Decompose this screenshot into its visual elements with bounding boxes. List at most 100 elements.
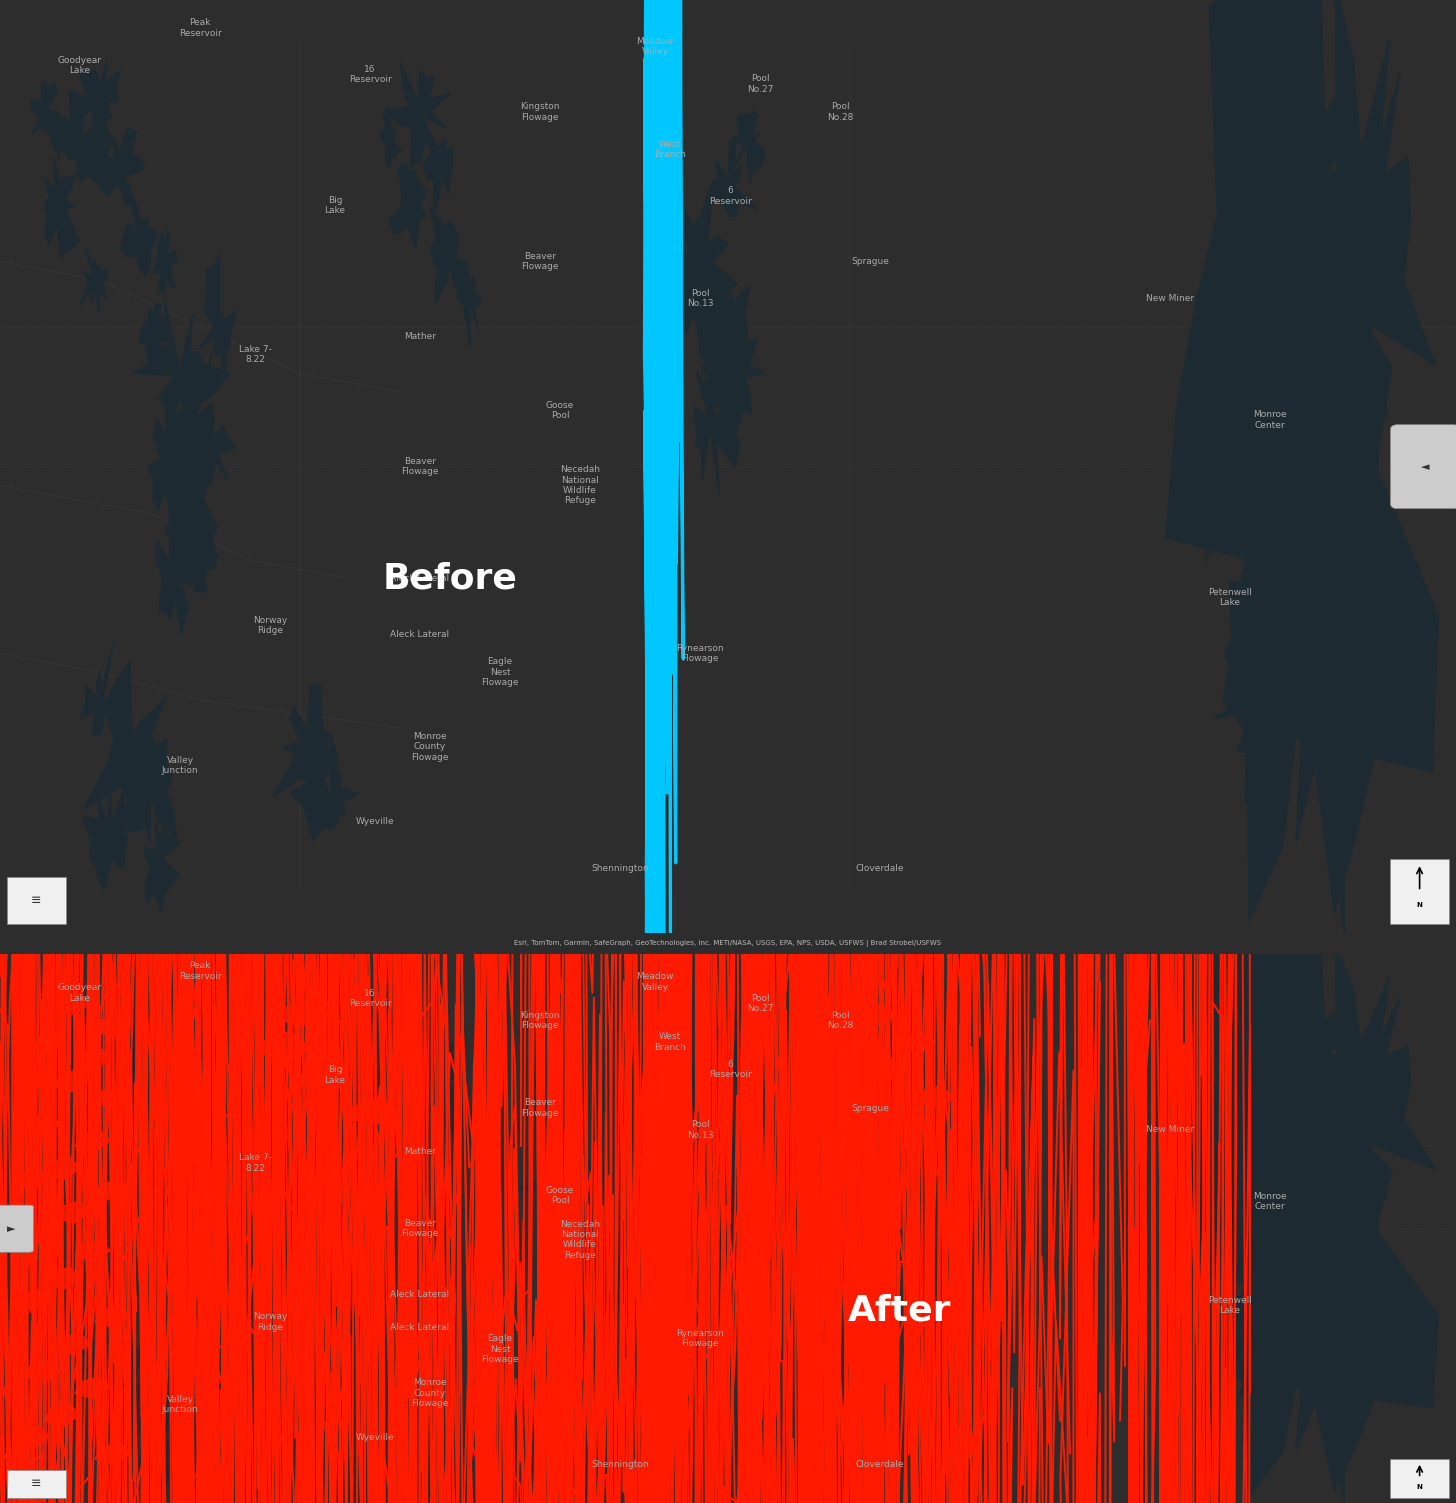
Text: Big
Lake: Big Lake bbox=[325, 195, 345, 215]
Polygon shape bbox=[1280, 0, 1436, 646]
Text: Kingston
Flowage: Kingston Flowage bbox=[520, 102, 559, 122]
Polygon shape bbox=[255, 1031, 310, 1058]
Polygon shape bbox=[95, 1306, 130, 1327]
Text: Mather: Mather bbox=[403, 332, 435, 341]
Polygon shape bbox=[147, 418, 191, 528]
Text: Kingston
Flowage: Kingston Flowage bbox=[520, 1010, 559, 1030]
Polygon shape bbox=[52, 92, 114, 189]
Polygon shape bbox=[122, 1387, 173, 1464]
Polygon shape bbox=[76, 1130, 111, 1151]
Text: Big
Lake: Big Lake bbox=[325, 1066, 345, 1085]
Polygon shape bbox=[73, 59, 121, 128]
Text: Pool
No.27: Pool No.27 bbox=[747, 993, 773, 1013]
Text: 16
Reservoir: 16 Reservoir bbox=[348, 989, 392, 1009]
Text: ◄: ◄ bbox=[1421, 461, 1430, 472]
Text: Beaver
Flowage: Beaver Flowage bbox=[402, 457, 438, 476]
Polygon shape bbox=[73, 1345, 175, 1432]
Text: West
Branch: West Branch bbox=[654, 140, 686, 159]
FancyBboxPatch shape bbox=[1390, 858, 1449, 924]
Text: Lake 7-
8.22: Lake 7- 8.22 bbox=[239, 346, 271, 364]
Polygon shape bbox=[711, 1124, 764, 1216]
Polygon shape bbox=[380, 108, 402, 167]
Text: Esri, TomTom, Garmin, SafeGraph, GeoTechnologies, Inc. METi/NASA, USGS, EPA, NPS: Esri, TomTom, Garmin, SafeGraph, GeoTech… bbox=[514, 941, 942, 947]
Text: Goodyear
Lake: Goodyear Lake bbox=[58, 56, 102, 75]
Polygon shape bbox=[729, 1016, 763, 1058]
Polygon shape bbox=[687, 1103, 761, 1181]
Polygon shape bbox=[57, 1007, 114, 1069]
Text: Wyeville: Wyeville bbox=[355, 816, 395, 825]
Polygon shape bbox=[275, 998, 331, 1025]
Polygon shape bbox=[296, 1064, 349, 1091]
Polygon shape bbox=[172, 490, 217, 586]
Polygon shape bbox=[914, 1087, 955, 1108]
Text: N: N bbox=[1417, 1483, 1423, 1489]
Polygon shape bbox=[159, 1162, 220, 1244]
Text: Monroe
County
Flowage: Monroe County Flowage bbox=[411, 732, 448, 762]
Polygon shape bbox=[687, 1150, 735, 1252]
Polygon shape bbox=[424, 122, 453, 213]
Polygon shape bbox=[71, 987, 122, 1027]
Polygon shape bbox=[265, 1359, 345, 1422]
Text: Wyeville: Wyeville bbox=[355, 1432, 395, 1441]
Polygon shape bbox=[695, 329, 740, 494]
Text: Peak
Reservoir: Peak Reservoir bbox=[179, 960, 221, 980]
Polygon shape bbox=[35, 1031, 66, 1054]
Text: West
Branch: West Branch bbox=[654, 1033, 686, 1052]
Polygon shape bbox=[1219, 921, 1354, 1172]
Polygon shape bbox=[80, 643, 118, 736]
Polygon shape bbox=[671, 281, 750, 376]
Text: Valley
Junction: Valley Junction bbox=[162, 1395, 198, 1414]
Polygon shape bbox=[430, 207, 469, 304]
Polygon shape bbox=[55, 1070, 87, 1091]
Polygon shape bbox=[575, 1213, 629, 1300]
Polygon shape bbox=[345, 1097, 400, 1124]
Text: Aleck Lateral: Aleck Lateral bbox=[390, 574, 450, 583]
FancyBboxPatch shape bbox=[7, 1470, 66, 1497]
Polygon shape bbox=[515, 1118, 607, 1217]
Polygon shape bbox=[87, 128, 146, 206]
Polygon shape bbox=[76, 1048, 111, 1070]
Polygon shape bbox=[119, 201, 159, 275]
Polygon shape bbox=[185, 1196, 236, 1247]
Polygon shape bbox=[157, 1205, 223, 1308]
Polygon shape bbox=[41, 1045, 80, 1112]
Text: Necedah
National
Wildlife
Refuge: Necedah National Wildlife Refuge bbox=[561, 1219, 600, 1260]
Polygon shape bbox=[191, 413, 236, 499]
Polygon shape bbox=[15, 1168, 48, 1190]
Text: Monroe
County
Flowage: Monroe County Flowage bbox=[411, 1378, 448, 1408]
Polygon shape bbox=[1166, 756, 1439, 1495]
Polygon shape bbox=[1219, 0, 1354, 370]
Polygon shape bbox=[55, 993, 90, 1015]
Text: Beaver
Flowage: Beaver Flowage bbox=[402, 1219, 438, 1238]
Text: Lake 7-
8.22: Lake 7- 8.22 bbox=[239, 1153, 271, 1172]
Polygon shape bbox=[895, 1031, 935, 1054]
Polygon shape bbox=[76, 1377, 111, 1399]
Polygon shape bbox=[1214, 576, 1297, 804]
Text: Aleck Lateral: Aleck Lateral bbox=[390, 1323, 450, 1332]
Polygon shape bbox=[95, 1180, 130, 1201]
Polygon shape bbox=[298, 1387, 358, 1441]
Text: Pool
No.27: Pool No.27 bbox=[747, 74, 773, 93]
Text: Meadow
Valley: Meadow Valley bbox=[636, 38, 674, 57]
Polygon shape bbox=[15, 1426, 50, 1449]
Polygon shape bbox=[390, 162, 427, 248]
Text: 16
Reservoir: 16 Reservoir bbox=[348, 65, 392, 84]
Text: Pool
No.28: Pool No.28 bbox=[827, 1010, 853, 1030]
Polygon shape bbox=[201, 1105, 237, 1178]
Polygon shape bbox=[156, 532, 202, 633]
Polygon shape bbox=[144, 819, 181, 912]
Polygon shape bbox=[82, 1338, 118, 1387]
Polygon shape bbox=[25, 1360, 60, 1383]
Polygon shape bbox=[149, 1195, 202, 1269]
Polygon shape bbox=[176, 1240, 218, 1305]
Polygon shape bbox=[291, 733, 358, 840]
Polygon shape bbox=[138, 1133, 166, 1171]
Polygon shape bbox=[381, 1016, 397, 1058]
Polygon shape bbox=[55, 1333, 90, 1354]
Text: Cloverdale: Cloverdale bbox=[856, 1459, 904, 1468]
Text: ►: ► bbox=[7, 1223, 16, 1234]
Polygon shape bbox=[715, 1037, 750, 1108]
Polygon shape bbox=[711, 293, 764, 448]
Polygon shape bbox=[457, 268, 480, 347]
Text: N: N bbox=[1417, 902, 1423, 908]
